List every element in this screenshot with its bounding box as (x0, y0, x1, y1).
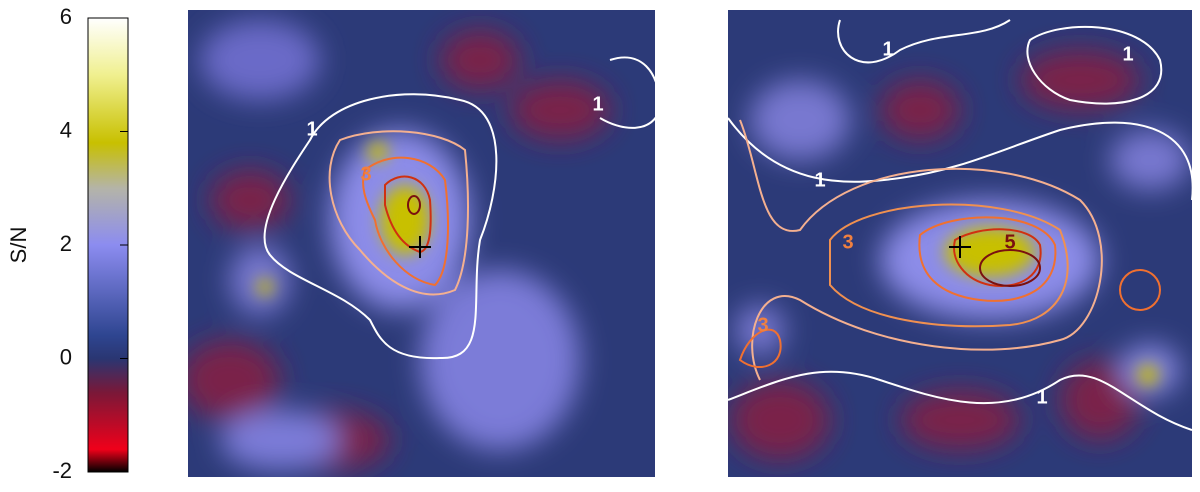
contour-label: 1 (882, 38, 893, 60)
colorbar-tick-label: 4 (60, 117, 72, 142)
map-right (728, 10, 1192, 477)
contour-label: 3 (757, 314, 768, 336)
contour-label: 3 (842, 231, 853, 253)
contour-label: 3 (360, 163, 371, 185)
colorbar-label: S/N (6, 227, 31, 264)
map-left (188, 10, 655, 477)
contour-label: 1 (306, 118, 317, 140)
colorbar-tick-label: 6 (60, 4, 72, 29)
contour-label: 1 (814, 169, 825, 191)
contour-label: 1 (1036, 386, 1047, 408)
colorbar-tick-label: 2 (60, 231, 72, 256)
colorbar-tick-label: 0 (60, 344, 72, 369)
colorbar-tick-label: -2 (52, 458, 72, 483)
contour-label: 5 (1004, 231, 1015, 253)
contour-label: 1 (1122, 43, 1133, 65)
contour-label: 1 (592, 93, 603, 115)
